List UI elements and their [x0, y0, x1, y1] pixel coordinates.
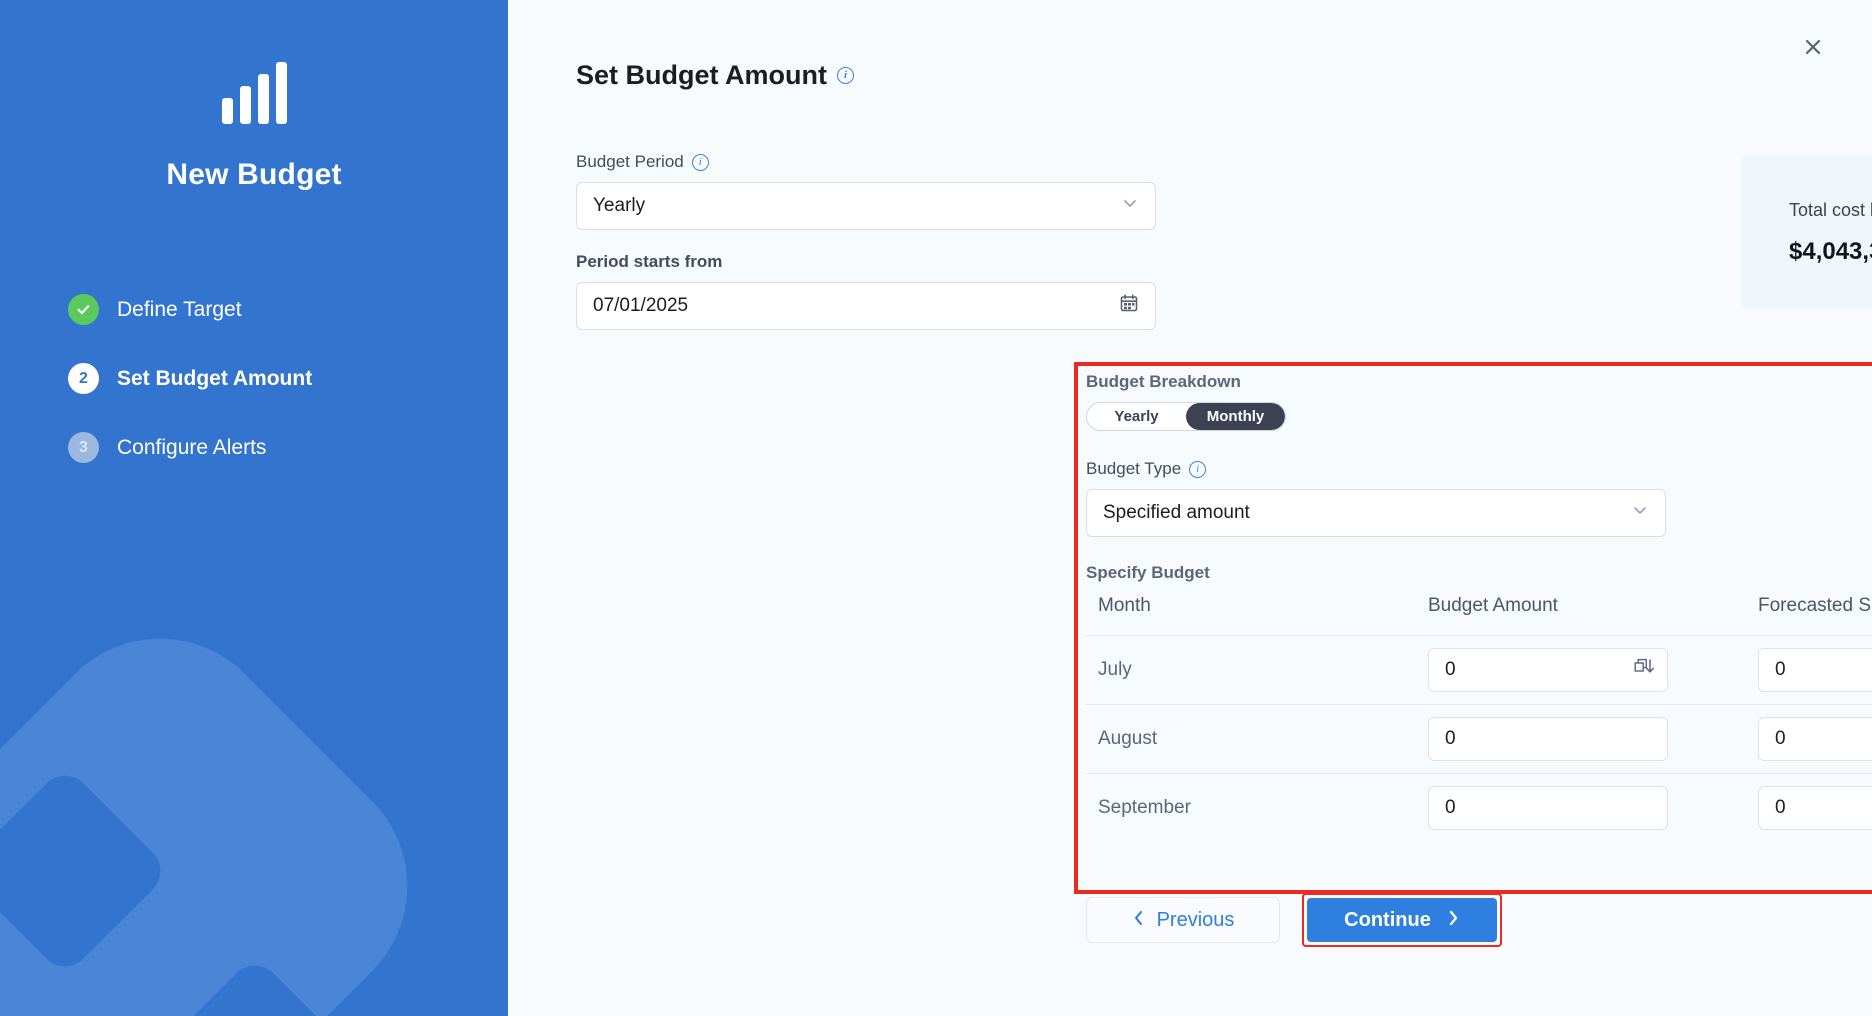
budget-period-value: Yearly — [593, 195, 646, 216]
cost-summary-last-period: Total cost last period $4,043,382.49 — [1741, 198, 1872, 266]
info-icon[interactable]: i — [691, 153, 709, 171]
step-number-badge: 3 — [68, 432, 99, 463]
wizard-step-label: Configure Alerts — [117, 435, 267, 459]
chevron-down-icon — [1631, 501, 1649, 525]
period-start-date-input[interactable]: 07/01/2025 — [576, 282, 1156, 330]
budget-breakdown-section: Budget Breakdown Yearly Monthly Budget T… — [1086, 372, 1872, 838]
info-icon[interactable]: i — [1189, 460, 1207, 478]
row-month-july: July — [1086, 635, 1428, 705]
brand-title: New Budget — [166, 158, 342, 191]
budget-period-label: Budget Period i — [576, 152, 1156, 172]
period-start-value: 07/01/2025 — [593, 295, 689, 316]
budget-type-select[interactable]: Specified amount — [1086, 489, 1666, 537]
wizard-step-label: Set Budget Amount — [117, 366, 313, 390]
budget-type-value: Specified amount — [1103, 502, 1250, 523]
cost-summary-label: Total cost last period — [1789, 199, 1872, 220]
info-icon[interactable]: i — [836, 67, 854, 84]
budget-type-label: Budget Type i — [1086, 459, 1872, 479]
cost-summary-card: Total cost last period $4,043,382.49 Pro… — [1741, 155, 1872, 309]
close-icon[interactable] — [1796, 30, 1830, 64]
forecasted-spend-input-september[interactable]: 0 — [1758, 786, 1872, 830]
budget-amount-value: 0 — [1445, 728, 1456, 749]
continue-button-focus-ring: Continue — [1302, 893, 1502, 947]
previous-button[interactable]: Previous — [1086, 897, 1280, 943]
budget-period-label-text: Budget Period — [576, 152, 684, 171]
budget-period-select[interactable]: Yearly — [576, 182, 1156, 230]
budget-amount-input-september[interactable]: 0 — [1428, 786, 1668, 830]
budget-type-label-text: Budget Type — [1086, 459, 1182, 478]
wizard-sidebar: New Budget Define Target 2 Set Budget Am… — [0, 0, 508, 1016]
monthly-budget-table: Month Budget Amount Forecasted Spend Jul… — [1086, 595, 1872, 838]
wizard-step-configure-alerts[interactable]: 3 Configure Alerts — [68, 413, 448, 482]
bar-chart-icon — [221, 62, 287, 124]
page-title: Set Budget Amount i — [576, 60, 854, 91]
continue-button[interactable]: Continue — [1307, 898, 1497, 942]
cost-summary-value: $4,043,382.49 — [1789, 238, 1872, 266]
wizard-step-set-budget-amount[interactable]: 2 Set Budget Amount — [68, 344, 448, 413]
budget-amount-input-july[interactable]: 0 — [1428, 648, 1668, 692]
wizard-main-panel: Set Budget Amount i Budget Period i Year… — [508, 0, 1872, 1016]
budget-breakdown-label: Budget Breakdown — [1086, 372, 1241, 391]
column-header-budget-amount: Budget Amount — [1428, 595, 1758, 636]
table-header-row: Month Budget Amount Forecasted Spend — [1086, 595, 1872, 636]
forecasted-spend-value: 0 — [1775, 728, 1786, 749]
column-header-month: Month — [1086, 595, 1428, 636]
budget-period-form: Budget Period i Yearly Period starts fro… — [576, 152, 1156, 330]
wizard-steps: Define Target 2 Set Budget Amount 3 Conf… — [68, 275, 448, 482]
check-icon — [68, 294, 99, 325]
wizard-step-label: Define Target — [117, 297, 242, 321]
toggle-option-yearly[interactable]: Yearly — [1114, 408, 1159, 425]
decorative-pattern — [0, 638, 408, 1016]
budget-amount-value: 0 — [1445, 659, 1456, 680]
breakdown-granularity-toggle[interactable]: Yearly Monthly — [1086, 402, 1286, 431]
chevron-down-icon — [1121, 194, 1139, 218]
budget-amount-value: 0 — [1445, 797, 1456, 818]
period-start-label-text: Period starts from — [576, 252, 723, 271]
app-logo — [0, 62, 508, 124]
forecasted-spend-input-august[interactable]: 0 — [1758, 717, 1872, 761]
calendar-icon[interactable] — [1119, 293, 1139, 319]
row-month-september: September — [1086, 773, 1428, 838]
table-row: August 0 0 — [1086, 704, 1872, 774]
chevron-left-icon — [1132, 909, 1145, 932]
table-row: September 0 0 — [1086, 773, 1872, 838]
row-month-august: August — [1086, 704, 1428, 774]
budget-amount-input-august[interactable]: 0 — [1428, 717, 1668, 761]
page-title-text: Set Budget Amount — [576, 60, 827, 90]
period-start-label: Period starts from — [576, 252, 1156, 272]
wizard-step-define-target[interactable]: Define Target — [68, 275, 448, 344]
step-number-badge: 2 — [68, 363, 99, 394]
forecasted-spend-value: 0 — [1775, 659, 1786, 680]
previous-button-label: Previous — [1156, 908, 1235, 931]
column-header-forecasted-spend: Forecasted Spend — [1758, 595, 1872, 636]
table-row: July 0 — [1086, 635, 1872, 705]
forecasted-spend-input-july[interactable]: 0 — [1758, 648, 1872, 692]
copy-down-icon[interactable] — [1633, 658, 1655, 682]
wizard-footer: Previous Continue — [1086, 893, 1502, 947]
monthly-budget-table-scroll[interactable]: Month Budget Amount Forecasted Spend Jul… — [1086, 595, 1872, 838]
continue-button-label: Continue — [1344, 908, 1431, 931]
toggle-option-monthly[interactable]: Monthly — [1186, 403, 1285, 430]
specify-budget-label: Specify Budget — [1086, 563, 1210, 582]
forecasted-spend-value: 0 — [1775, 797, 1786, 818]
chevron-right-icon — [1447, 909, 1460, 932]
